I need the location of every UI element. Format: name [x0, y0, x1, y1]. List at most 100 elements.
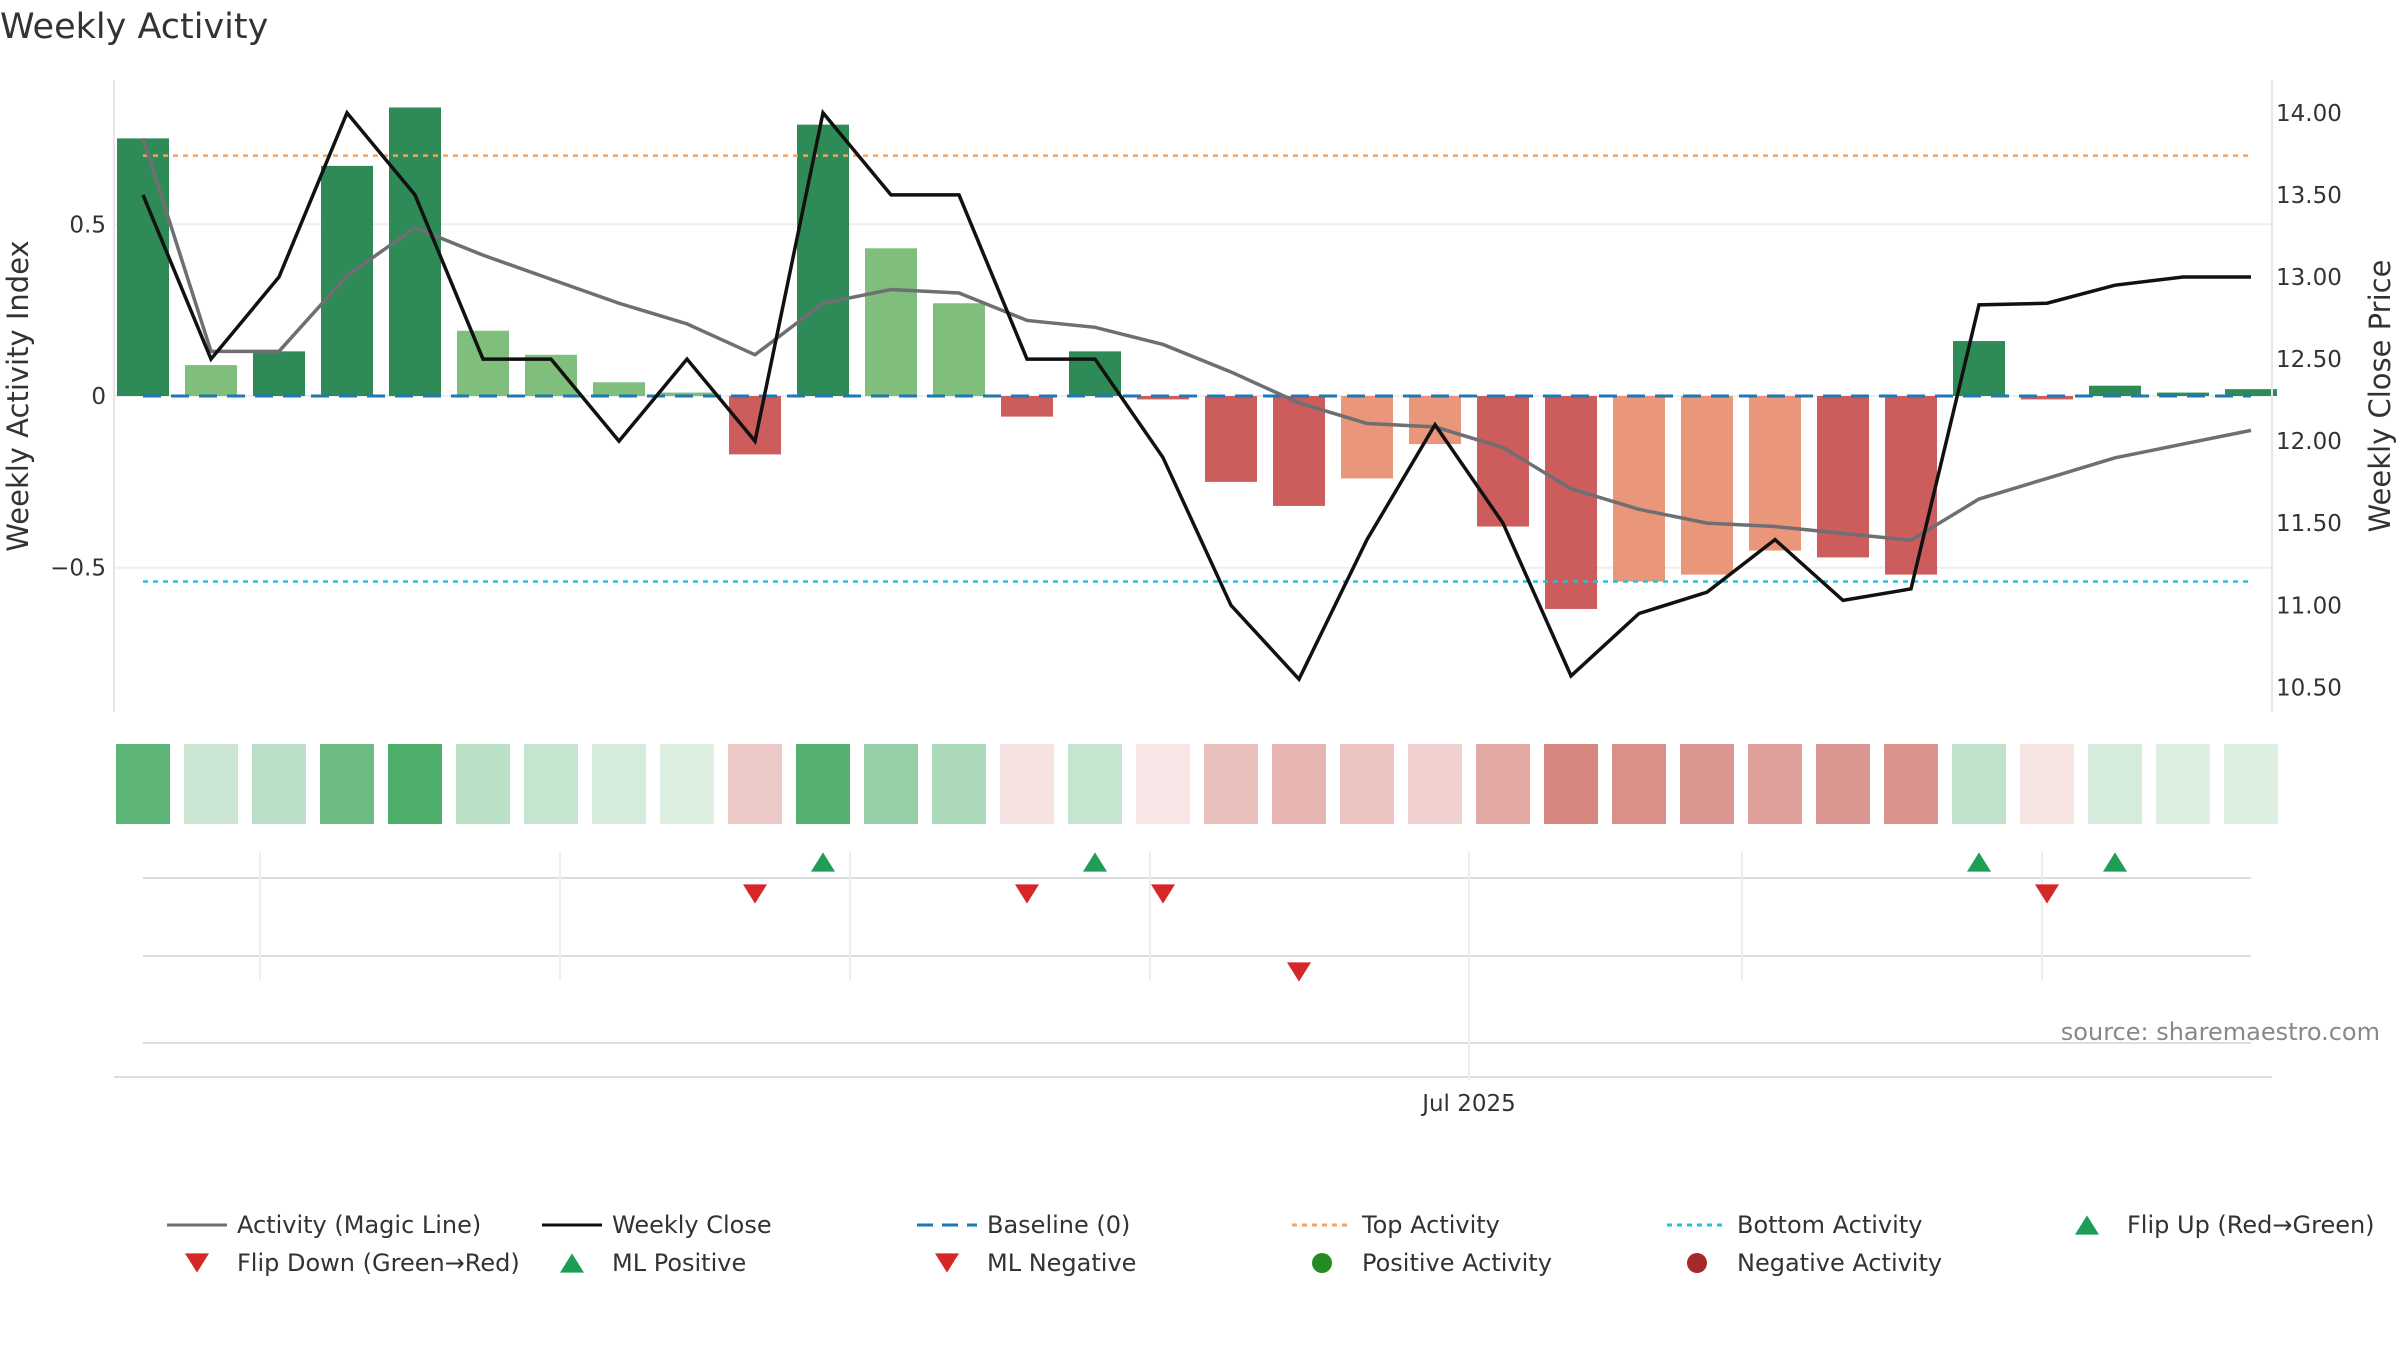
activity-heat-strip — [116, 744, 2278, 824]
activity-bar — [117, 138, 169, 397]
heat-cell — [1612, 744, 1666, 824]
legend: Activity (Magic Line) Weekly Close Baselin… — [167, 1211, 2375, 1277]
flip-up-marker — [1083, 852, 1107, 872]
heat-cell — [1680, 744, 1734, 824]
right-tick-label: 12.50 — [2276, 347, 2342, 373]
activity-bar — [1273, 396, 1325, 506]
activity-bar — [593, 382, 645, 396]
activity-bar — [1477, 396, 1529, 527]
left-tick-label: 0.5 — [69, 212, 106, 238]
activity-bar — [865, 248, 917, 396]
activity-bar — [797, 124, 849, 397]
chart-title: Weekly Activity — [0, 7, 268, 47]
legend-label: Baseline (0) — [987, 1211, 1130, 1239]
flip-up-marker — [2103, 852, 2127, 872]
legend-swatch — [1687, 1253, 1707, 1273]
flip-down-marker — [743, 884, 767, 904]
heat-cell — [388, 744, 442, 824]
heat-cell — [660, 744, 714, 824]
heat-cell — [932, 744, 986, 824]
activity-bar — [1137, 396, 1189, 400]
x-tick-label: Jul 2025 — [1420, 1091, 1516, 1117]
heat-cell — [1476, 744, 1530, 824]
left-axis-label: Weekly Activity Index — [1, 240, 35, 551]
right-tick-label: 12.00 — [2276, 429, 2342, 455]
heat-cell — [2020, 744, 2074, 824]
heat-cell — [728, 744, 782, 824]
heat-cell — [184, 744, 238, 824]
flip-up-marker — [811, 852, 835, 872]
activity-bar — [185, 365, 237, 396]
heat-cell — [796, 744, 850, 824]
activity-bar — [1953, 341, 2005, 396]
legend-label: Flip Down (Green→Red) — [237, 1249, 520, 1277]
heat-cell — [1748, 744, 1802, 824]
legend-label: Activity (Magic Line) — [237, 1211, 481, 1239]
heat-cell — [1000, 744, 1054, 824]
heat-cell — [1816, 744, 1870, 824]
heat-cell — [1272, 744, 1326, 824]
heat-cell — [592, 744, 646, 824]
activity-bar — [2157, 392, 2209, 396]
activity-bar — [1001, 396, 1053, 417]
flip-down-marker — [1015, 884, 1039, 904]
legend-swatch — [185, 1253, 209, 1273]
activity-bar — [1545, 396, 1597, 609]
activity-bars — [117, 107, 2277, 609]
legend-label: Positive Activity — [1362, 1249, 1552, 1277]
legend-label: ML Negative — [987, 1249, 1136, 1277]
left-tick-label: −0.5 — [50, 556, 106, 582]
right-tick-label: 11.00 — [2276, 593, 2342, 619]
right-tick-label: 14.00 — [2276, 101, 2342, 127]
heat-cell — [320, 744, 374, 824]
activity-bar — [1613, 396, 1665, 582]
activity-bar — [253, 351, 305, 396]
right-tick-label: 13.50 — [2276, 183, 2342, 209]
heat-cell — [2224, 744, 2278, 824]
activity-bar — [1681, 396, 1733, 575]
legend-label: Negative Activity — [1737, 1249, 1942, 1277]
activity-bar — [1409, 396, 1461, 445]
activity-bar — [2021, 396, 2073, 400]
left-tick-label: 0 — [91, 384, 106, 410]
legend-label: Top Activity — [1361, 1211, 1500, 1239]
heat-cell — [524, 744, 578, 824]
activity-bar — [933, 303, 985, 396]
magic-line-series — [141, 137, 2252, 543]
signal-panels: Jul 2025 — [114, 852, 2272, 1117]
flip-down-marker — [2035, 884, 2059, 904]
flip-up-marker — [1967, 852, 1991, 872]
legend-swatch — [935, 1253, 959, 1273]
legend-label: Weekly Close — [612, 1211, 772, 1239]
right-tick-label: 13.00 — [2276, 265, 2342, 291]
heat-cell — [1544, 744, 1598, 824]
right-tick-label: 11.50 — [2276, 511, 2342, 537]
heat-cell — [252, 744, 306, 824]
legend-swatch — [2075, 1215, 2099, 1235]
activity-bar — [1885, 396, 1937, 575]
weekly-close-series — [141, 108, 2251, 683]
heat-cell — [2156, 744, 2210, 824]
heat-cell — [456, 744, 510, 824]
activity-bar — [661, 392, 713, 396]
activity-bar — [457, 330, 509, 396]
legend-swatch — [1312, 1253, 1332, 1273]
activity-bar — [389, 107, 441, 396]
legend-label: ML Positive — [612, 1249, 746, 1277]
activity-bar — [1205, 396, 1257, 482]
reference-lines — [143, 154, 2251, 583]
heat-cell — [2088, 744, 2142, 824]
heat-cell — [1068, 744, 1122, 824]
activity-bar — [1341, 396, 1393, 479]
source-credit: source: sharemaestro.com — [2061, 1018, 2380, 1046]
heat-cell — [1204, 744, 1258, 824]
heat-cell — [864, 744, 918, 824]
right-tick-label: 10.50 — [2276, 675, 2342, 701]
heat-cell — [1952, 744, 2006, 824]
heat-cell — [1408, 744, 1462, 824]
activity-bar — [729, 396, 781, 455]
heat-cell — [1136, 744, 1190, 824]
legend-label: Bottom Activity — [1737, 1211, 1922, 1239]
activity-bar — [2089, 385, 2141, 396]
